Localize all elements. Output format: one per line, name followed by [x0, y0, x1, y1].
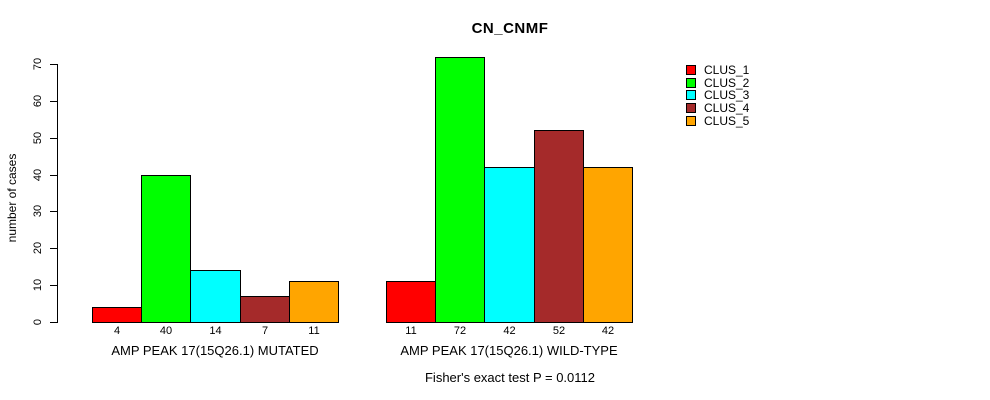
legend: CLUS_1 CLUS_2 CLUS_3 CLUS_4 CLUS_5	[686, 63, 786, 135]
legend-item: CLUS_3	[686, 88, 750, 102]
y-tick	[50, 101, 57, 102]
bar-value-label: 7	[261, 325, 269, 337]
y-tick	[50, 322, 57, 323]
bar-clus_5	[583, 167, 633, 323]
y-tick-label: 30	[32, 204, 44, 218]
bar-clus_4	[240, 296, 290, 323]
y-tick	[50, 64, 57, 65]
bar-value-label: 42	[601, 325, 615, 337]
legend-label: CLUS_3	[704, 88, 750, 102]
bar-value-label: 72	[453, 325, 467, 337]
y-tick-label: 60	[32, 94, 44, 108]
legend-swatch-clus_1	[686, 65, 696, 75]
y-tick-label: 40	[32, 168, 44, 182]
y-tick	[50, 285, 57, 286]
bar-value-label: 4	[113, 325, 121, 337]
bar-clus_5	[289, 281, 339, 323]
legend-swatch-clus_3	[686, 90, 696, 100]
y-tick	[50, 138, 57, 139]
bar-clus_2	[435, 57, 485, 323]
y-tick-label: 70	[32, 57, 44, 71]
y-tick-label: 10	[32, 278, 44, 292]
y-axis-label: number of cases	[5, 153, 19, 243]
bar-value-label: 40	[159, 325, 173, 337]
y-tick-label: 20	[32, 241, 44, 255]
legend-item: CLUS_5	[686, 114, 750, 128]
y-tick	[50, 248, 57, 249]
bar-clus_1	[386, 281, 436, 323]
bar-clus_3	[484, 167, 535, 323]
legend-label: CLUS_5	[704, 114, 750, 128]
legend-item: CLUS_4	[686, 101, 750, 115]
legend-swatch-clus_5	[686, 116, 696, 126]
bar-clus_3	[190, 270, 241, 323]
bar-value-label: 11	[405, 325, 417, 337]
legend-item: CLUS_1	[686, 63, 750, 77]
legend-label: CLUS_2	[704, 76, 750, 90]
chart-title: CN_CNMF	[471, 20, 549, 37]
bar-value-label: 52	[552, 325, 566, 337]
annotation-text: Fisher's exact test P = 0.0112	[424, 370, 595, 385]
bar-value-label: 14	[209, 325, 222, 337]
legend-swatch-clus_4	[686, 103, 696, 113]
legend-item: CLUS_2	[686, 76, 750, 90]
y-axis-line	[57, 64, 58, 323]
y-tick-label: 50	[32, 131, 44, 145]
y-tick	[50, 211, 57, 212]
legend-swatch-clus_2	[686, 78, 696, 88]
bar-clus_4	[534, 130, 584, 323]
y-tick-label: 0	[32, 318, 44, 326]
bar-clus_1	[92, 307, 142, 323]
category-label: AMP PEAK 17(15Q26.1) MUTATED	[111, 343, 319, 358]
bar-value-label: 11	[308, 325, 320, 337]
bar-value-label: 42	[503, 325, 516, 337]
category-label: AMP PEAK 17(15Q26.1) WILD-TYPE	[400, 343, 618, 358]
y-tick	[50, 175, 57, 176]
legend-label: CLUS_4	[704, 101, 750, 115]
legend-label: CLUS_1	[704, 63, 750, 77]
bar-clus_2	[141, 175, 191, 323]
